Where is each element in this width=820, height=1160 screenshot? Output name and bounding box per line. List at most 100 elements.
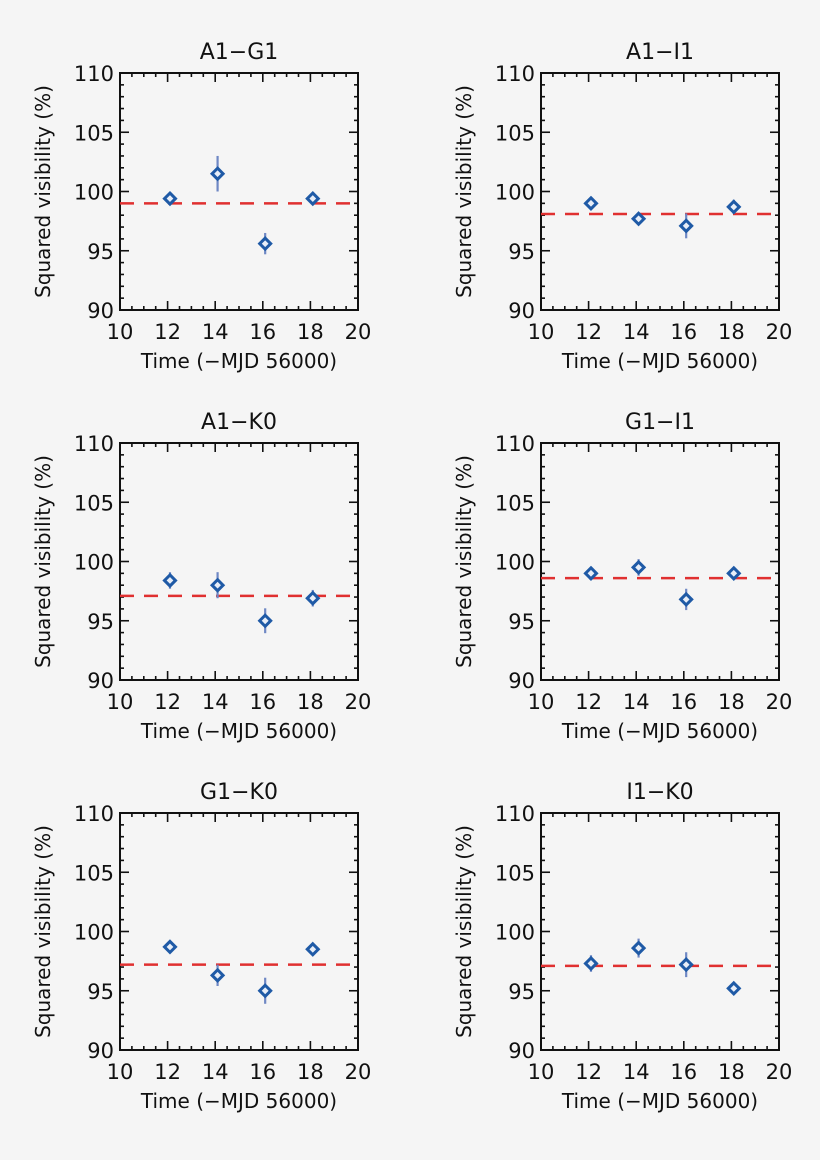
subplot-4: G1−I1 10 12 14 16 18 20 90 95 100 105 110 Time (−MJD… [452, 410, 792, 743]
x-tick-label: 16 [249, 320, 276, 344]
y-axis-label: Squared visibility (%) [31, 85, 55, 298]
x-tick-label: 14 [623, 690, 650, 714]
x-tick-label: 14 [202, 1060, 229, 1084]
y-tick-label: 105 [74, 861, 114, 885]
x-tick-label: 12 [154, 690, 181, 714]
y-tick-label: 95 [508, 240, 535, 264]
data-point [726, 199, 742, 215]
x-tick-label: 18 [297, 690, 324, 714]
subplot-title: G1−I1 [625, 410, 695, 435]
data-point [678, 957, 694, 973]
y-tick-label: 100 [495, 551, 535, 575]
x-tick-label: 20 [345, 690, 372, 714]
y-tick-label: 95 [87, 610, 114, 634]
subplot-title: A1−G1 [200, 40, 279, 65]
x-tick-label: 18 [297, 1060, 324, 1084]
subplot-2: A1−I1 10 12 14 16 18 20 90 95 100 105 110 Time (−MJD… [452, 40, 792, 373]
data-point [162, 190, 178, 207]
x-tick-label: 14 [202, 320, 229, 344]
y-tick-label: 100 [495, 181, 535, 205]
x-axis-label: Time (−MJD 56000) [140, 1089, 337, 1113]
x-tick-label: 18 [718, 1060, 745, 1084]
data-point [162, 939, 178, 955]
x-tick-label: 18 [718, 320, 745, 344]
y-tick-label: 100 [74, 181, 114, 205]
x-tick-label: 20 [766, 1060, 793, 1084]
x-tick-label: 20 [766, 320, 793, 344]
y-tick-label: 105 [74, 491, 114, 515]
subplot-title: A1−K0 [201, 410, 277, 435]
y-tick-label: 105 [74, 121, 114, 145]
y-tick-label: 95 [87, 980, 114, 1004]
data-point [209, 577, 226, 593]
x-tick-label: 10 [528, 1060, 555, 1084]
x-axis-label: Time (−MJD 56000) [561, 719, 758, 743]
x-tick-label: 16 [670, 690, 697, 714]
y-tick-label: 90 [508, 299, 535, 323]
subplot-6: I1−K0 10 12 14 16 18 20 90 95 100 105 110 Time (−MJD… [452, 780, 792, 1113]
data-point [257, 983, 273, 999]
y-tick-label: 90 [87, 299, 114, 323]
y-axis-label: Squared visibility (%) [452, 455, 476, 668]
x-tick-label: 10 [107, 320, 134, 344]
x-axis-label: Time (−MJD 56000) [140, 349, 337, 373]
y-tick-label: 105 [495, 861, 535, 885]
y-tick-label: 110 [495, 62, 535, 86]
y-tick-label: 110 [74, 62, 114, 86]
y-tick-label: 110 [74, 432, 114, 456]
y-tick-label: 100 [74, 551, 114, 575]
data-point [583, 195, 599, 211]
subplot-1: A1−G1 10 12 14 16 18 20 90 95 100 105 110 Time (−MJD… [31, 40, 371, 373]
x-tick-label: 12 [575, 320, 602, 344]
x-tick-label: 10 [107, 690, 134, 714]
data-point [305, 941, 321, 957]
data-point [678, 218, 694, 234]
x-tick-label: 20 [345, 1060, 372, 1084]
x-tick-label: 12 [154, 1060, 181, 1084]
y-tick-label: 95 [87, 240, 114, 264]
y-tick-label: 95 [508, 980, 535, 1004]
x-axis-label: Time (−MJD 56000) [561, 1089, 758, 1113]
x-tick-label: 20 [345, 320, 372, 344]
x-tick-label: 16 [670, 1060, 697, 1084]
x-tick-label: 12 [154, 320, 181, 344]
y-tick-label: 110 [495, 802, 535, 826]
data-point [630, 940, 647, 956]
y-tick-label: 100 [74, 921, 114, 945]
data-point [583, 565, 599, 581]
data-point [209, 166, 226, 182]
y-tick-label: 110 [74, 802, 114, 826]
y-axis-label: Squared visibility (%) [452, 85, 476, 298]
y-tick-label: 90 [87, 1039, 114, 1063]
x-tick-label: 20 [766, 690, 793, 714]
y-tick-label: 110 [495, 432, 535, 456]
y-tick-label: 95 [508, 610, 535, 634]
data-point [583, 955, 599, 972]
x-tick-label: 12 [575, 1060, 602, 1084]
x-axis-label: Time (−MJD 56000) [140, 719, 337, 743]
data-point [726, 980, 742, 997]
x-tick-label: 14 [623, 1060, 650, 1084]
data-point [630, 559, 647, 576]
y-tick-label: 105 [495, 121, 535, 145]
y-axis-label: Squared visibility (%) [31, 825, 55, 1038]
data-point [162, 572, 178, 589]
y-axis-label: Squared visibility (%) [31, 455, 55, 668]
data-point [305, 190, 321, 207]
data-point [257, 613, 273, 629]
x-axis-label: Time (−MJD 56000) [561, 349, 758, 373]
y-tick-label: 90 [508, 1039, 535, 1063]
data-point [209, 967, 226, 983]
data-point [726, 565, 742, 581]
subplot-3: A1−K0 10 12 14 16 18 20 90 95 100 105 110 Time (−MJD… [31, 410, 371, 743]
x-tick-label: 16 [249, 1060, 276, 1084]
data-point [630, 211, 647, 227]
data-point [305, 590, 321, 606]
x-tick-label: 16 [670, 320, 697, 344]
subplot-title: I1−K0 [626, 780, 693, 805]
x-tick-label: 12 [575, 690, 602, 714]
y-tick-label: 90 [508, 669, 535, 693]
x-tick-label: 14 [202, 690, 229, 714]
